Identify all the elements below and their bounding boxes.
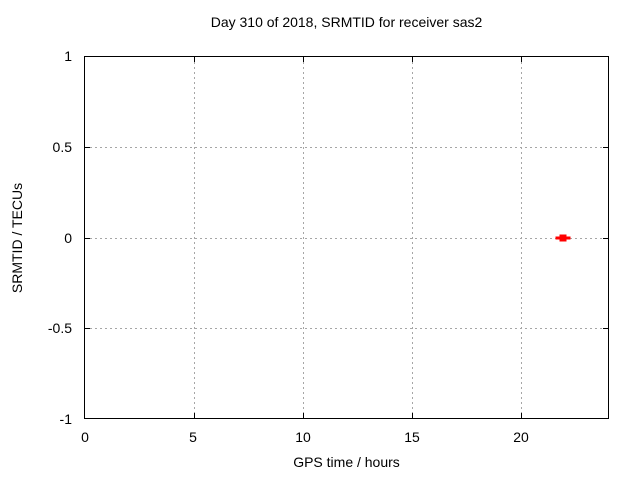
tick-left	[85, 237, 90, 239]
y-tick-label: 1	[64, 48, 72, 64]
x-axis-title: GPS time / hours	[293, 454, 400, 470]
tick-top	[520, 57, 522, 62]
gridline-y-0.5	[85, 147, 608, 149]
data-point-square	[559, 234, 567, 242]
y-tick-label: -0.5	[47, 320, 72, 336]
y-tick-label: 0.5	[52, 139, 72, 155]
tick-top	[411, 57, 413, 62]
gridline-x-5	[193, 57, 195, 418]
tick-top	[302, 57, 304, 62]
gridline-x-20	[520, 57, 522, 418]
tick-right	[603, 327, 608, 329]
x-tick-label: 20	[513, 429, 529, 445]
y-tick-label: 0	[64, 230, 72, 246]
chart-title: Day 310 of 2018, SRMTID for receiver sas…	[210, 14, 483, 30]
x-tick-label: 0	[81, 429, 89, 445]
tick-right	[603, 237, 608, 239]
gridline-y-0	[85, 237, 608, 239]
gridline-x-10	[302, 57, 304, 418]
tick-bottom	[411, 413, 413, 418]
x-tick-label: 5	[189, 429, 197, 445]
tick-bottom	[302, 413, 304, 418]
x-tick-label: 15	[404, 429, 420, 445]
tick-left	[85, 147, 90, 149]
tick-right	[603, 147, 608, 149]
gridline-y--0.5	[85, 327, 608, 329]
plot-area	[84, 56, 609, 419]
y-tick-label: -1	[59, 411, 72, 427]
tick-bottom	[193, 413, 195, 418]
x-tick-label: 10	[295, 429, 311, 445]
tick-top	[193, 57, 195, 62]
tick-left	[85, 327, 90, 329]
gridline-x-15	[411, 57, 413, 418]
tick-bottom	[520, 413, 522, 418]
